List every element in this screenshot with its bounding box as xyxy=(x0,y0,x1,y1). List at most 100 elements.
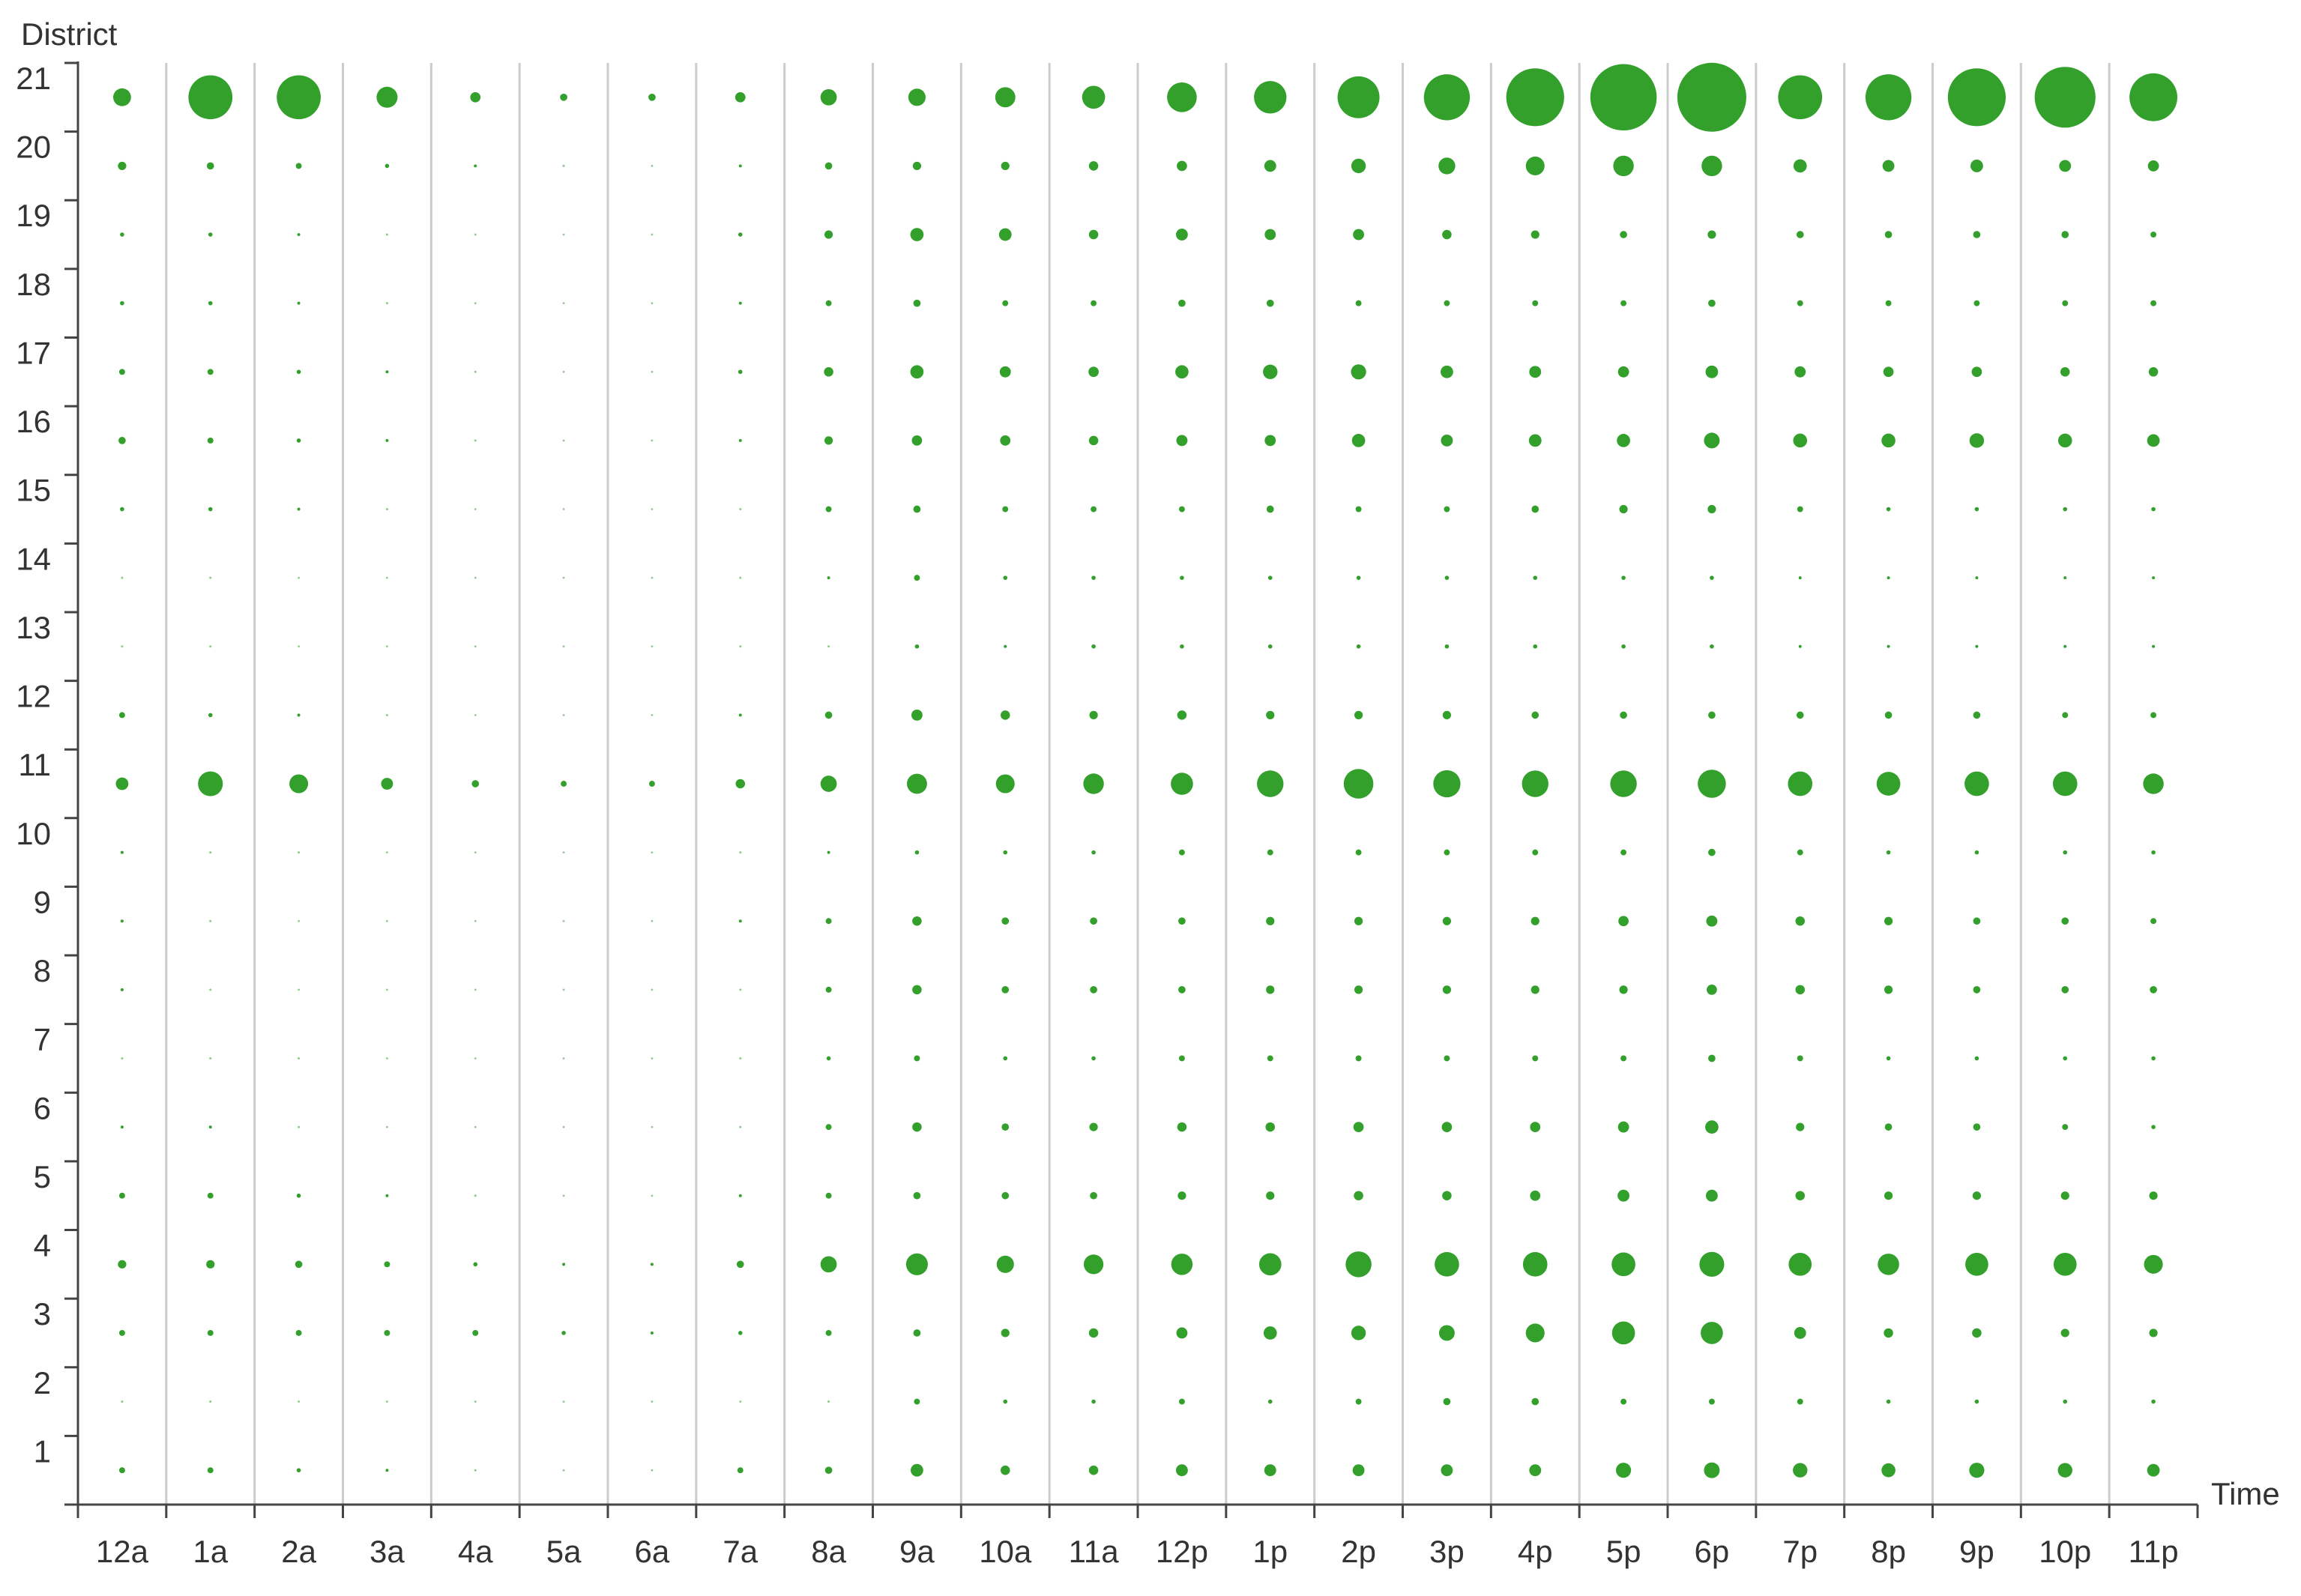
bubble-point xyxy=(1972,1328,1982,1338)
bubble-point xyxy=(1351,434,1366,447)
bubble-point xyxy=(1615,1463,1632,1478)
bubble-point xyxy=(562,1263,566,1266)
bubble-point xyxy=(825,1192,832,1199)
bubble-point xyxy=(1088,1465,1099,1475)
bubble-point xyxy=(820,88,837,106)
bubble-point xyxy=(911,435,923,446)
bubble-point xyxy=(1088,1328,1099,1338)
x-tick-label: 8p xyxy=(1871,1534,1906,1569)
bubble-point xyxy=(385,713,388,716)
bubble-point xyxy=(651,576,654,579)
y-tick-label: 21 xyxy=(16,61,51,96)
bubble-point xyxy=(562,988,565,991)
bubble-point xyxy=(1444,644,1450,649)
bubble-point xyxy=(1354,1191,1363,1200)
bubble-point xyxy=(384,163,390,169)
bubble-point xyxy=(1003,575,1008,580)
bubble-point xyxy=(1267,849,1273,856)
bubble-point xyxy=(1444,849,1450,856)
bubble-point xyxy=(474,1057,477,1060)
bubble-point xyxy=(198,771,223,797)
bubble-point xyxy=(912,916,922,926)
bubble-point xyxy=(1263,1326,1277,1340)
bubble-point xyxy=(120,1125,124,1129)
bubble-point xyxy=(1004,644,1007,648)
bubble-point xyxy=(1175,1464,1188,1477)
x-tick-label: 5p xyxy=(1606,1534,1641,1569)
bubble-point xyxy=(2143,773,2164,794)
bubble-point xyxy=(2062,300,2069,306)
bubble-point xyxy=(1972,1191,1982,1200)
bubble-point xyxy=(1441,1122,1453,1132)
bubble-point xyxy=(1532,300,1539,306)
bubble-point xyxy=(1001,1329,1010,1337)
bubble-point xyxy=(1704,432,1720,449)
bubble-point xyxy=(1620,1055,1627,1062)
bubble-point xyxy=(1351,158,1366,174)
bubble-point xyxy=(2063,644,2067,648)
bubble-point xyxy=(1699,1251,1725,1277)
bubble-point xyxy=(386,1400,388,1403)
bubble-point xyxy=(118,1192,125,1199)
bubble-point xyxy=(1532,1055,1539,1062)
bubble-point xyxy=(914,1398,920,1405)
bubble-point xyxy=(295,1260,303,1269)
bubble-point xyxy=(1264,229,1276,241)
bubble-point xyxy=(1618,916,1629,927)
bubble-point xyxy=(298,851,301,854)
x-tick-label: 5a xyxy=(546,1534,582,1569)
bubble-point xyxy=(1254,81,1287,114)
bubble-point xyxy=(1885,300,1892,306)
bubble-point xyxy=(825,506,832,513)
bubble-point xyxy=(911,1463,923,1477)
bubble-point xyxy=(1266,985,1275,994)
bubble-point xyxy=(1090,986,1097,994)
bubble-point xyxy=(2063,1399,2068,1404)
bubble-point xyxy=(735,91,746,103)
bubble-point xyxy=(1083,773,1104,794)
bubble-point xyxy=(1788,1253,1812,1276)
bubble-point xyxy=(207,1192,214,1199)
bubble-point xyxy=(1611,1321,1635,1345)
bubble-point xyxy=(1788,771,1813,797)
bubble-point xyxy=(474,164,477,168)
y-tick-label: 20 xyxy=(16,130,51,165)
bubble-point xyxy=(2151,850,2156,855)
bubble-point xyxy=(1088,229,1099,240)
tick-labels: 12a 1a 2a 3a 4a 5a 6a 7a 8a 9a 10a 11a 12p 1p 2p 3p 4p 5p… xyxy=(16,61,2178,1569)
bubble-point xyxy=(385,438,389,442)
bubble-point xyxy=(739,851,742,854)
x-tick-label: 10p xyxy=(2039,1534,2091,1569)
bubble-point xyxy=(2150,986,2157,994)
bubble-point xyxy=(1090,917,1097,925)
bubble-point xyxy=(2062,1124,2069,1131)
bubble-point xyxy=(650,1263,654,1266)
bubble-point xyxy=(1355,1398,1362,1405)
bubble-point xyxy=(385,233,388,236)
x-tick-label: 3p xyxy=(1429,1534,1465,1569)
bubble-point xyxy=(1886,1399,1891,1404)
x-axis-title: Time xyxy=(2211,1476,2280,1511)
bubble-point xyxy=(651,713,654,716)
bubble-point xyxy=(1795,1191,1806,1200)
x-tick-label: 4a xyxy=(458,1534,493,1569)
bubble-point xyxy=(1264,160,1276,172)
bubble-point xyxy=(1886,507,1891,512)
bubble-point xyxy=(386,576,388,579)
y-tick-label: 13 xyxy=(16,610,51,645)
bubble-point xyxy=(651,851,654,854)
bubble-point xyxy=(1082,85,1106,109)
bubble-point xyxy=(1528,434,1542,447)
bubble-point xyxy=(1002,506,1009,513)
bubble-point xyxy=(1443,1397,1451,1406)
bubble-point xyxy=(1435,1252,1459,1277)
y-tick-label: 18 xyxy=(16,267,51,302)
bubble-point xyxy=(1003,1399,1008,1404)
bubble-point xyxy=(1797,300,1803,306)
bubble-point xyxy=(471,780,480,788)
bubble-point xyxy=(297,233,301,237)
bubble-point xyxy=(1617,366,1629,378)
bubble-point xyxy=(1797,506,1803,513)
bubble-point xyxy=(2151,1125,2156,1129)
bubble-point xyxy=(1973,711,1981,719)
